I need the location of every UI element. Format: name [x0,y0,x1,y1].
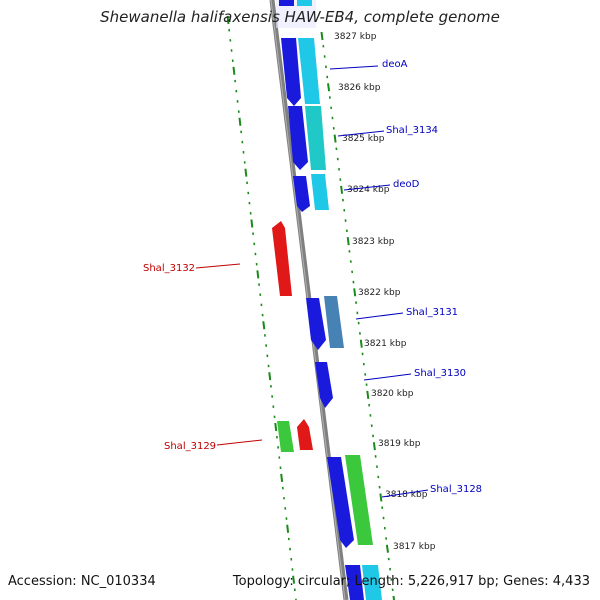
ruler-major-tick [250,219,254,228]
ruler-major-tick [385,544,389,553]
gene-label-shal-3130: Shal_3130 [414,368,466,379]
ruler-major-tick [256,270,260,279]
ruler-major-tick [366,390,370,400]
ruler-major-tick [320,31,324,41]
ruler-major-tick [238,117,242,126]
scale-tick-label: 3817 kbp [393,542,436,552]
label-leader [195,263,241,269]
gene-feature [277,421,294,452]
ruler-major-tick [274,422,278,432]
label-leader [355,312,404,320]
gene-feature [281,38,301,106]
label-leader [337,130,385,137]
gene-feature [297,0,312,6]
gene-feature [306,298,326,350]
gene-feature [327,457,354,548]
ruler-major-tick [379,493,383,502]
gene-label-shal-3129: Shal_3129 [164,441,216,452]
label-leader [381,489,429,498]
scale-tick-label: 3821 kbp [364,339,407,349]
ruler-major-tick [268,372,272,381]
reverse-strand-ruler [226,15,297,600]
ruler-major-tick [292,575,296,584]
gene-label-shal-3128: Shal_3128 [430,484,482,495]
scale-tick-label: 3818 kbp [385,490,428,500]
label-leader [363,373,412,381]
scale-tick-label: 3820 kbp [371,389,414,399]
ruler-major-tick [392,595,396,600]
gene-feature [279,0,294,6]
ruler-major-tick [340,185,344,194]
ruler-major-tick [346,236,350,246]
ruler-major-tick [262,321,266,330]
ruler-major-tick [232,66,236,75]
gene-label-shal-3132: Shal_3132 [143,263,195,274]
gene-feature [315,362,333,408]
ruler-major-tick [280,473,284,483]
gene-label-shal-3131: Shal_3131 [406,307,458,318]
gene-feature [297,419,313,450]
gene-feature [345,565,364,600]
scale-tick-label: 3825 kbp [342,134,385,144]
gene-label-shal-3134: Shal_3134 [386,125,438,136]
gene-label-deoD: deoD [393,179,420,190]
scale-tick-label: 3819 kbp [378,439,421,449]
scale-tick-label: 3824 kbp [347,185,390,195]
ruler-major-tick [372,442,376,451]
accession-label: Accession: NC_010334 [8,574,156,589]
gene-feature [362,565,382,600]
ruler-major-tick [359,339,363,348]
scale-tick-label: 3826 kbp [338,83,381,93]
label-leader [216,439,263,446]
gene-feature [298,38,320,104]
ruler-major-tick [353,288,357,297]
figure-title: Shewanella halifaxensis HAW-EB4, complet… [100,8,500,26]
ruler-major-tick [286,524,290,533]
gene-feature [288,106,308,170]
genome-summary: Topology: circular; Length: 5,226,917 bp… [232,574,590,589]
gene-feature [311,174,329,210]
gene-feature [305,106,326,170]
ruler-major-tick [226,15,230,25]
forward-strand-ruler [320,31,396,600]
scale-tick-label: 3827 kbp [334,32,377,42]
gene-feature [272,221,292,296]
gene-feature [345,455,373,545]
scale-tick-label: 3823 kbp [352,237,395,247]
gene-feature [324,296,344,348]
scale-tick-label: 3822 kbp [358,288,401,298]
ruler-major-tick [327,83,331,92]
gene-label-deoA: deoA [382,59,408,70]
ruler-major-tick [333,134,337,143]
ruler-major-tick [244,168,248,177]
label-leader [343,184,391,191]
gene-feature [293,176,310,212]
label-leader [329,65,379,70]
